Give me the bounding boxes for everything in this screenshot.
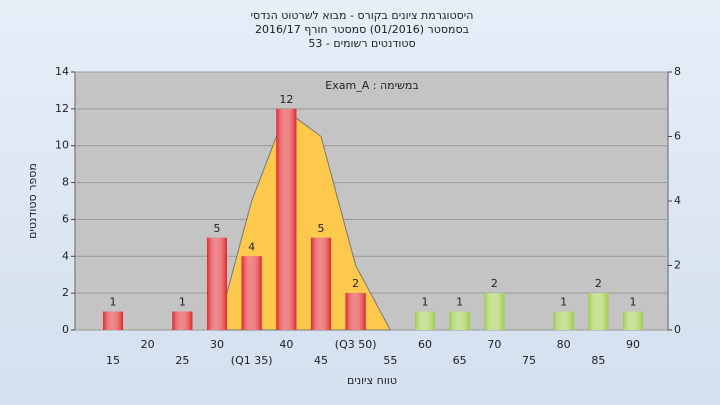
- bar: [553, 311, 574, 330]
- bar: [241, 256, 262, 330]
- data-label: 1: [630, 296, 637, 309]
- y-tick-label: 0: [62, 323, 69, 336]
- x-tick-label: (Q1 35): [231, 354, 273, 367]
- x-tick-label: 40: [279, 338, 293, 351]
- x-tick-label: (Q3 50): [335, 338, 377, 351]
- y-tick-label: 10: [55, 139, 69, 152]
- bar: [103, 311, 123, 330]
- x-tick-label: 70: [487, 338, 501, 351]
- x-tick-label: 15: [106, 354, 120, 367]
- y-tick-label: 6: [62, 212, 69, 225]
- data-label: 1: [422, 296, 429, 309]
- y-tick-label: 2: [62, 286, 69, 299]
- bar: [345, 293, 366, 330]
- data-label: 1: [456, 296, 463, 309]
- x-tick-label: 25: [175, 354, 189, 367]
- bar: [588, 293, 609, 330]
- y2-tick-label: 6: [674, 130, 681, 143]
- data-label: 12: [279, 93, 293, 106]
- chart-subtitle: בסמסטר (01/2016) סמסטר חורף 2016/17: [255, 23, 469, 36]
- y-tick-label: 4: [62, 249, 69, 262]
- y-tick-label: 8: [62, 176, 69, 189]
- x-tick-label: 30: [210, 338, 224, 351]
- data-label: 1: [179, 296, 186, 309]
- bar: [311, 237, 331, 330]
- bar: [415, 311, 435, 330]
- data-label: 5: [318, 222, 325, 235]
- data-label: 5: [214, 222, 221, 235]
- y2-tick-label: 8: [674, 65, 681, 78]
- y-tick-label: 12: [55, 102, 69, 115]
- x-tick-label: 45: [314, 354, 328, 367]
- annotation: במשימה : Exam_A: [325, 79, 418, 92]
- x-tick-label: 90: [626, 338, 640, 351]
- data-label: 2: [352, 277, 359, 290]
- data-label: 2: [491, 277, 498, 290]
- chart-subtitle: סטודנטים רשומים - 53: [308, 37, 415, 50]
- data-label: 2: [595, 277, 602, 290]
- x-tick-label: 85: [591, 354, 605, 367]
- x-tick-label: 80: [557, 338, 571, 351]
- y2-tick-label: 2: [674, 259, 681, 272]
- bar: [172, 311, 193, 330]
- x-tick-label: 65: [453, 354, 467, 367]
- bar: [207, 237, 227, 330]
- bar: [276, 108, 297, 330]
- data-label: 1: [560, 296, 567, 309]
- bar: [484, 293, 505, 330]
- y2-tick-label: 0: [674, 323, 681, 336]
- data-label: 4: [248, 240, 255, 253]
- bar: [623, 311, 643, 330]
- x-tick-label: 55: [383, 354, 397, 367]
- bar: [449, 311, 470, 330]
- y2-tick-label: 4: [674, 194, 681, 207]
- x-tick-label: 20: [141, 338, 155, 351]
- chart-title: היסטוגרמת ציונים בקורס - מבוא לשרטוט הנד…: [251, 9, 474, 22]
- y-tick-label: 14: [55, 65, 69, 78]
- x-tick-label: 60: [418, 338, 432, 351]
- y-axis-label: מספר סטודנטים: [26, 163, 39, 239]
- x-axis-label: טווח ציונים: [347, 374, 397, 387]
- data-label: 1: [110, 296, 117, 309]
- plot-area: [74, 71, 669, 331]
- x-tick-label: 75: [522, 354, 536, 367]
